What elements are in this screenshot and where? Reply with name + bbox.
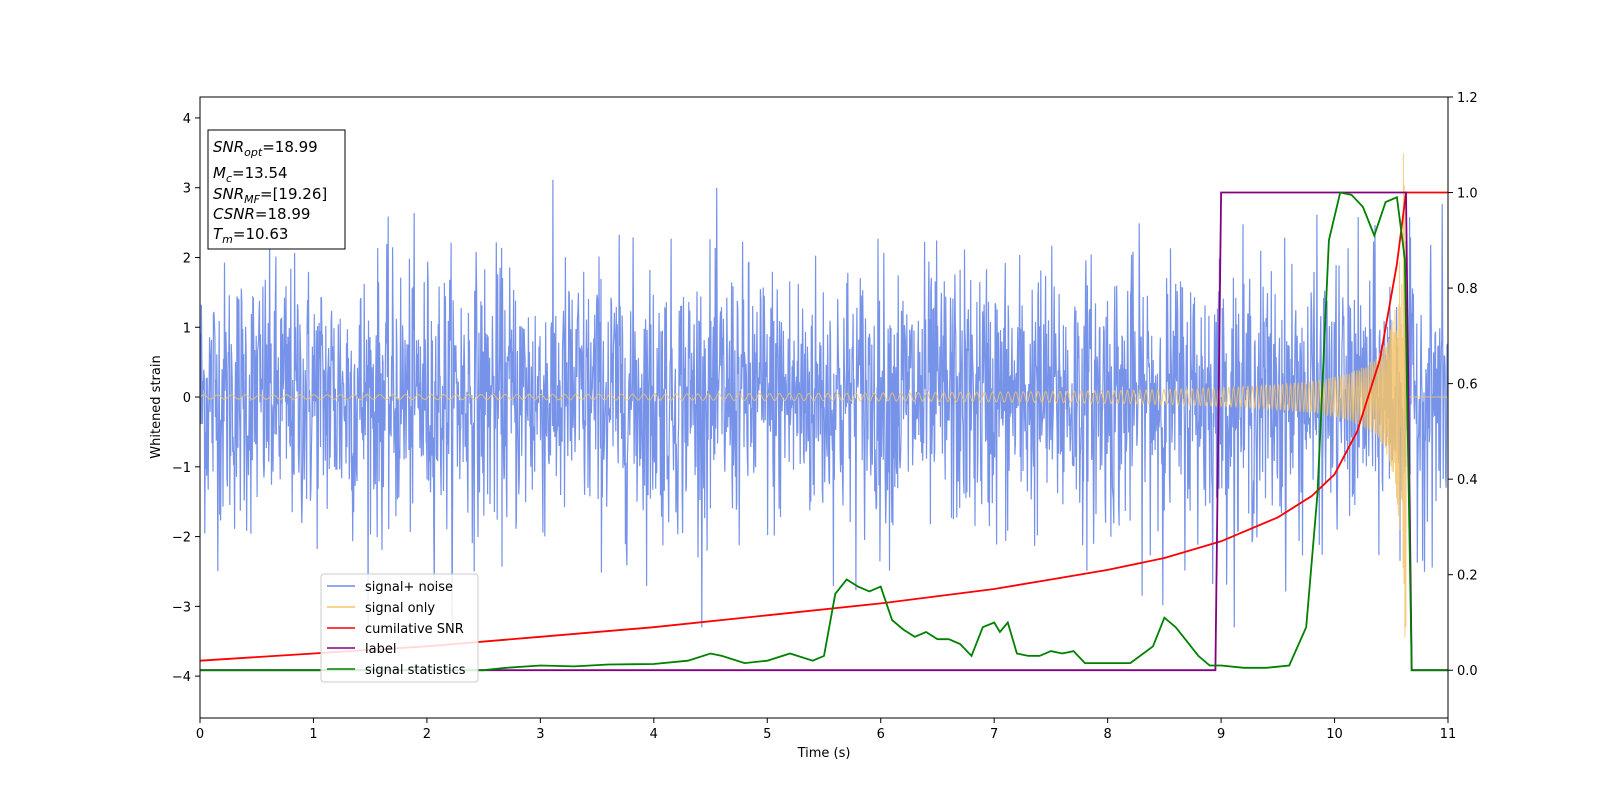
y-right-tick-label: 0.2	[1457, 569, 1478, 584]
y-left-tick-label: 3	[183, 182, 191, 197]
info-mc: Mc=13.54	[213, 164, 288, 185]
x-tick-label: 4	[650, 727, 658, 742]
info-box: SNRopt=18.99 Mc=13.54 SNRMF=[19.26] CSNR…	[207, 129, 346, 250]
legend-label-label: label	[365, 642, 396, 657]
y-right-tick-label: 1.0	[1457, 187, 1478, 202]
series-signal-noise	[200, 179, 1448, 628]
x-tick-label: 0	[196, 727, 204, 742]
series-signal-statistics	[200, 191, 1448, 672]
legend-label-signal-only: signal only	[365, 601, 435, 616]
y-right-tick-label: 1.2	[1457, 91, 1478, 106]
x-tick-label: 10	[1326, 727, 1343, 742]
x-tick-label: 6	[877, 727, 885, 742]
legend-label-cumulative-snr: cumilative SNR	[365, 622, 464, 637]
y-left-tick-label: 2	[183, 251, 191, 266]
legend-label-signal-noise: signal+ noise	[365, 580, 453, 595]
series-cumulative-snr	[200, 191, 1448, 662]
y-right-tick-label: 0.0	[1457, 664, 1478, 679]
y-left-tick-label: 0	[183, 391, 191, 406]
x-tick-label: 7	[990, 727, 998, 742]
info-csnr: CSNR=18.99	[213, 205, 310, 223]
legend: signal+ noise signal only cumilative SNR…	[320, 573, 479, 683]
y-left-tick-label: −1	[172, 461, 191, 476]
y-right-tick-label: 0.4	[1457, 473, 1478, 488]
plot-frame	[199, 96, 1449, 719]
x-tick-label: 11	[1440, 727, 1457, 742]
info-snr-mf: SNRMF=[19.26]	[213, 185, 327, 206]
x-tick-label: 2	[423, 727, 431, 742]
x-tick-label: 5	[763, 727, 771, 742]
x-tick-label: 3	[536, 727, 544, 742]
legend-label-signal-statistics: signal statistics	[365, 663, 466, 678]
y-axis-label: Whitened strain	[149, 355, 164, 458]
y-left-tick-label: 4	[183, 112, 191, 127]
y-right-tick-label: 0.6	[1457, 378, 1478, 393]
y-left-tick-label: −4	[172, 670, 191, 685]
y-right-tick-label: 0.8	[1457, 282, 1478, 297]
y-left-tick-label: −3	[172, 600, 191, 615]
ticks-layer: 0 1 2 3 4 5 6 7 8 9 10 11 −4 −3 −2 −1 0 1 2 3 4 0.0 0.2 0.4 0.6 0…	[172, 91, 1478, 742]
info-tm: Tm=10.63	[213, 225, 288, 246]
x-axis-label: Time (s)	[797, 746, 851, 761]
series-signal-only	[200, 153, 1448, 638]
info-snr-opt: SNRopt=18.99	[213, 138, 318, 159]
x-tick-label: 9	[1217, 727, 1225, 742]
y-left-tick-label: 1	[183, 321, 191, 336]
y-left-tick-label: −2	[172, 531, 191, 546]
series-layer	[200, 153, 1448, 672]
x-tick-label: 8	[1103, 727, 1111, 742]
x-tick-label: 1	[309, 727, 317, 742]
